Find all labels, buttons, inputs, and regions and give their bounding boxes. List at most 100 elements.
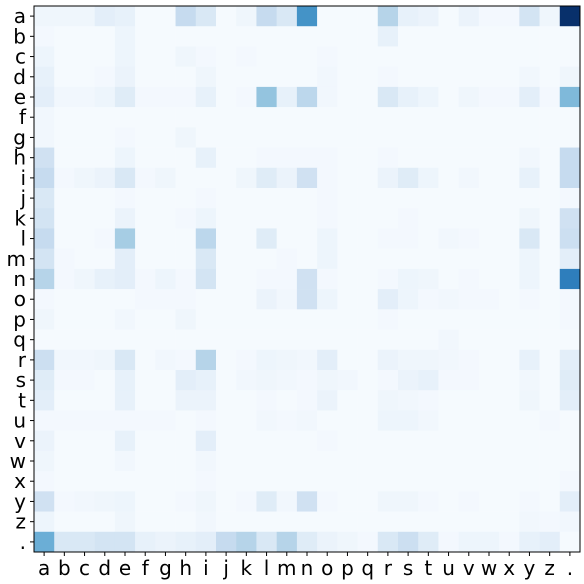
- heatmap-cell-v-a: [34, 431, 55, 452]
- heatmap-cells: [34, 6, 580, 552]
- heatmap-cell-o-t: [418, 289, 439, 310]
- heatmap-cell-d-d: [95, 67, 116, 88]
- heatmap-cell-h-w: [479, 148, 500, 169]
- heatmap-cell-j-e: [115, 188, 136, 209]
- heatmap-cell-w-b: [54, 451, 75, 472]
- heatmap-cell-w-e: [115, 451, 136, 472]
- heatmap-cell-r-s: [398, 350, 419, 371]
- heatmap-cell-h-d: [95, 148, 116, 169]
- heatmap-cell-x-u: [438, 471, 459, 492]
- heatmap-cell-g-t: [418, 127, 439, 148]
- x-tick-label: k: [241, 556, 253, 580]
- heatmap-cell-v-.: [560, 431, 581, 452]
- heatmap-cell-a-.: [560, 6, 581, 27]
- heatmap-cell-f-i: [196, 107, 217, 128]
- heatmap-cell-a-k: [236, 6, 257, 27]
- heatmap-cell-j-z: [540, 188, 561, 209]
- heatmap-cell-s-o: [317, 370, 338, 391]
- heatmap-cell-d-q: [358, 67, 379, 88]
- heatmap-cell-n-q: [358, 269, 379, 290]
- heatmap-cell-d-u: [438, 67, 459, 88]
- heatmap-cell-b-h: [176, 26, 197, 47]
- heatmap-cell-i-x: [499, 168, 520, 189]
- heatmap-cell-h-f: [135, 148, 156, 169]
- heatmap-cell-v-p: [337, 431, 358, 452]
- heatmap-cell-b-q: [358, 26, 379, 47]
- heatmap-cell-m-k: [236, 249, 257, 270]
- heatmap-cell-i-u: [438, 168, 459, 189]
- heatmap-cell-k-f: [135, 208, 156, 229]
- heatmap-cell-e-i: [196, 87, 217, 108]
- heatmap-cell-k-q: [358, 208, 379, 229]
- heatmap-cell-z-y: [519, 512, 540, 533]
- heatmap-cell-b-d: [95, 26, 116, 47]
- heatmap-cell-c-.: [560, 46, 581, 67]
- heatmap-cell-c-z: [540, 46, 561, 67]
- heatmap-cell-q-p: [337, 330, 358, 351]
- heatmap-cell-e-k: [236, 87, 257, 108]
- heatmap-cell-c-r: [378, 46, 399, 67]
- heatmap-cell-w-v: [459, 451, 480, 472]
- heatmap-cell-m-c: [74, 249, 95, 270]
- heatmap-cell-r-t: [418, 350, 439, 371]
- heatmap-cell-q-c: [74, 330, 95, 351]
- heatmap-cell-u-z: [540, 410, 561, 431]
- heatmap-cell-g-b: [54, 127, 75, 148]
- heatmap-cell-j-d: [95, 188, 116, 209]
- heatmap-cell-u-d: [95, 410, 116, 431]
- heatmap-cell-u-c: [74, 410, 95, 431]
- heatmap-cell-b-s: [398, 26, 419, 47]
- heatmap-cell-e-r: [378, 87, 399, 108]
- heatmap-cell-k-z: [540, 208, 561, 229]
- heatmap-cell-q-j: [216, 330, 237, 351]
- heatmap-cell-i-m: [277, 168, 298, 189]
- heatmap-cell-o-a: [34, 289, 55, 310]
- heatmap-cell-x-e: [115, 471, 136, 492]
- heatmap-cell-c-g: [155, 46, 176, 67]
- heatmap-cell-b-i: [196, 26, 217, 47]
- heatmap-cell-w-k: [236, 451, 257, 472]
- heatmap-cell-w-h: [176, 451, 197, 472]
- heatmap-cell-t-d: [95, 390, 116, 411]
- heatmap-cell-u-e: [115, 410, 136, 431]
- heatmap-cell-i-l: [256, 168, 277, 189]
- heatmap-cell-f-y: [519, 107, 540, 128]
- heatmap-cell-r-x: [499, 350, 520, 371]
- heatmap-cell-b-.: [560, 26, 581, 47]
- heatmap-cell-b-g: [155, 26, 176, 47]
- heatmap-cell-x-o: [317, 471, 338, 492]
- heatmap-cell-i-c: [74, 168, 95, 189]
- x-tick-label: i: [203, 556, 209, 580]
- heatmap-cell-g-x: [499, 127, 520, 148]
- heatmap-cell-.-y: [519, 532, 540, 553]
- heatmap-cell-j-c: [74, 188, 95, 209]
- heatmap-cell-k-u: [438, 208, 459, 229]
- heatmap-cell-c-x: [499, 46, 520, 67]
- heatmap-cell-w-z: [540, 451, 561, 472]
- heatmap-cell-r-k: [236, 350, 257, 371]
- heatmap-cell-a-t: [418, 6, 439, 27]
- heatmap-cell-s-p: [337, 370, 358, 391]
- x-tick-label: b: [58, 556, 71, 580]
- heatmap-cell-k-e: [115, 208, 136, 229]
- heatmap-cell-e-w: [479, 87, 500, 108]
- heatmap-cell-f-p: [337, 107, 358, 128]
- heatmap-cell-t-o: [317, 390, 338, 411]
- heatmap-cell-.-x: [499, 532, 520, 553]
- heatmap-cell-s-j: [216, 370, 237, 391]
- heatmap-cell-o-p: [337, 289, 358, 310]
- heatmap-cell-d-v: [459, 67, 480, 88]
- heatmap-cell-k-w: [479, 208, 500, 229]
- heatmap-cell-o-x: [499, 289, 520, 310]
- heatmap-cell-i-i: [196, 168, 217, 189]
- heatmap-cell-a-d: [95, 6, 116, 27]
- heatmap-cell-z-f: [135, 512, 156, 533]
- heatmap-cell-r-w: [479, 350, 500, 371]
- heatmap-cell-x-l: [256, 471, 277, 492]
- heatmap-cell-u-n: [297, 410, 318, 431]
- heatmap-cell-o-f: [135, 289, 156, 310]
- heatmap-cell-y-k: [236, 491, 257, 512]
- heatmap-cell-x-f: [135, 471, 156, 492]
- x-tick-label: y: [524, 556, 536, 580]
- heatmap-cell-d-p: [337, 67, 358, 88]
